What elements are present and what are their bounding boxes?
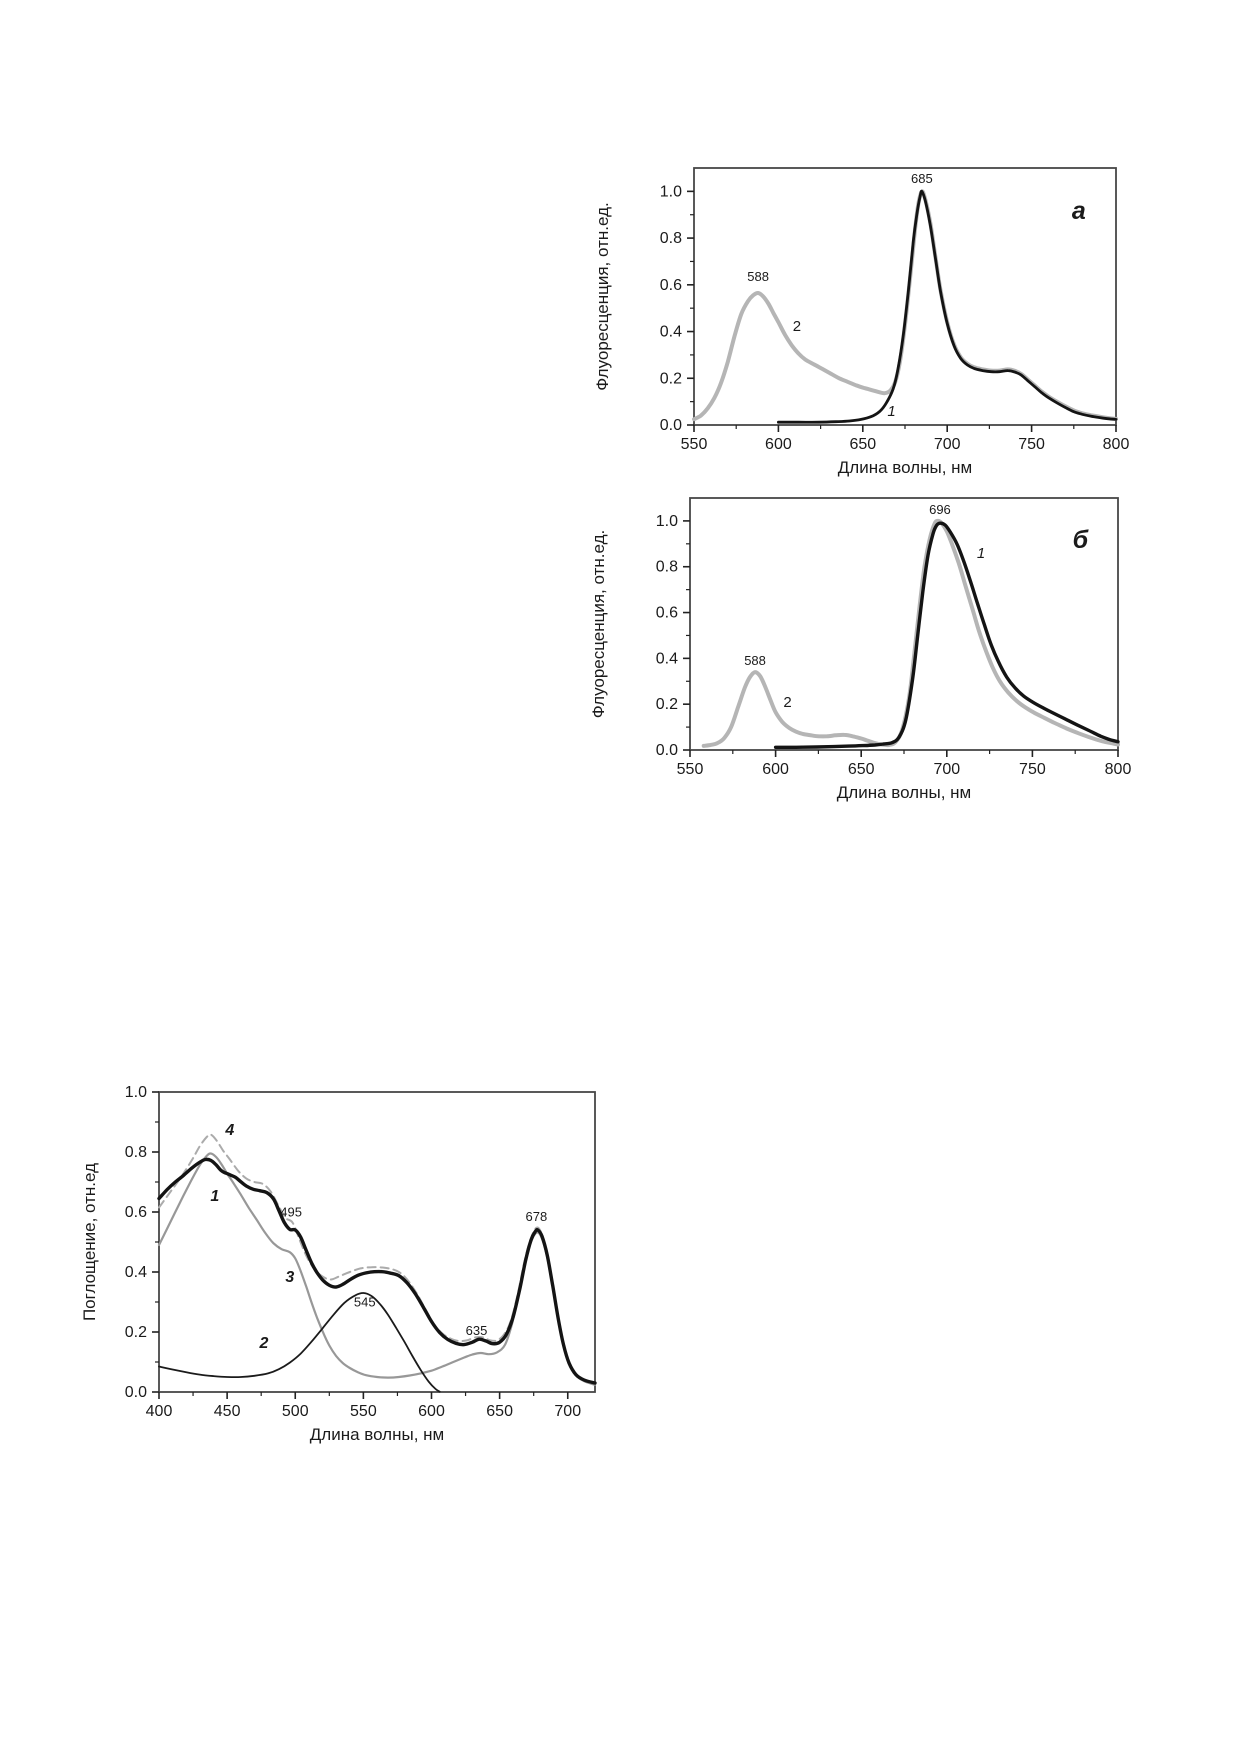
series-curve-1 bbox=[777, 189, 1118, 424]
y-tick-label: 0.4 bbox=[125, 1264, 147, 1281]
y-tick-label: 0.0 bbox=[125, 1384, 147, 1401]
y-tick-label: 0.8 bbox=[125, 1144, 147, 1161]
annotation-2: 2 bbox=[258, 1335, 268, 1352]
absorption-chart: 400 450 500 550 600 650 700 0.0 0.2 0.4 0.6 0.8 1.0 Д… bbox=[65, 1058, 635, 1448]
annotation-2: 2 bbox=[793, 318, 801, 335]
y-tick-label: 0.2 bbox=[125, 1324, 147, 1341]
annotation-2: 2 bbox=[783, 694, 791, 711]
x-tick-label: 400 bbox=[146, 1403, 173, 1420]
y-axis-title: Флуоресценция, отн.ед. bbox=[589, 530, 608, 718]
series-curve-4 bbox=[158, 1133, 596, 1385]
panel-label: а bbox=[1072, 197, 1086, 225]
y-tick-label: 0.4 bbox=[660, 324, 682, 341]
series-curve-1 bbox=[157, 1157, 597, 1385]
annotation-588: 588 bbox=[744, 653, 766, 668]
y-tick-label: 0.0 bbox=[660, 417, 682, 434]
y-tick-label: 0.4 bbox=[656, 650, 678, 667]
x-tick-label: 450 bbox=[214, 1403, 241, 1420]
y-tick-label: 0.8 bbox=[656, 559, 678, 576]
series-curve-2 bbox=[158, 1292, 441, 1393]
series-curve-2 bbox=[692, 189, 1118, 422]
x-tick-label: 650 bbox=[849, 436, 876, 453]
fluorescence-chart-a: 550 600 650 700 750 800 0.0 0.2 0.4 0.6 0.8 1.0 Длин… bbox=[560, 140, 1160, 480]
x-tick-label: 800 bbox=[1103, 436, 1130, 453]
annotation-1: 1 bbox=[977, 545, 985, 562]
y-tick-label: 0.6 bbox=[660, 277, 682, 294]
annotation-685: 685 bbox=[911, 171, 933, 186]
annotation-1: 1 bbox=[887, 403, 895, 420]
annotation-588: 588 bbox=[747, 269, 769, 284]
y-tick-label: 1.0 bbox=[656, 513, 678, 530]
series-curve-3 bbox=[157, 1152, 597, 1386]
x-tick-label: 550 bbox=[681, 436, 708, 453]
x-tick-label: 750 bbox=[1019, 761, 1046, 778]
x-tick-label: 700 bbox=[934, 436, 961, 453]
y-axis-title: Поглощение, отн.ед bbox=[80, 1163, 99, 1321]
x-tick-label: 600 bbox=[418, 1403, 445, 1420]
x-tick-label: 600 bbox=[765, 436, 792, 453]
x-tick-label: 650 bbox=[486, 1403, 513, 1420]
y-tick-label: 1.0 bbox=[125, 1084, 147, 1101]
annotation-4: 4 bbox=[224, 1122, 234, 1139]
annotation-1: 1 bbox=[210, 1188, 219, 1205]
y-tick-label: 0.0 bbox=[656, 742, 678, 759]
x-axis-title: Длина волны, нм bbox=[838, 458, 972, 477]
annotation-696: 696 bbox=[929, 502, 951, 517]
x-tick-label: 700 bbox=[933, 761, 960, 778]
x-tick-label: 650 bbox=[848, 761, 875, 778]
annotation-678: 678 bbox=[526, 1209, 548, 1224]
x-tick-label: 550 bbox=[677, 761, 704, 778]
x-axis-title: Длина волны, нм bbox=[310, 1425, 444, 1444]
y-axis-title: Флуоресценция, отн.ед. bbox=[593, 202, 612, 390]
x-tick-label: 550 bbox=[350, 1403, 377, 1420]
y-tick-label: 0.8 bbox=[660, 230, 682, 247]
panel-label: б bbox=[1073, 526, 1090, 554]
chart-c-svg: 400 450 500 550 600 650 700 0.0 0.2 0.4 0.6 0.8 1.0 Д… bbox=[80, 1084, 597, 1444]
fluorescence-chart-b: 550 600 650 700 750 800 0.0 0.2 0.4 0.6 0.8 1.0 Длин… bbox=[560, 470, 1160, 810]
y-tick-label: 0.2 bbox=[660, 370, 682, 387]
plot-frame bbox=[693, 167, 1117, 426]
y-tick-label: 1.0 bbox=[660, 183, 682, 200]
annotation-3: 3 bbox=[285, 1269, 294, 1286]
x-tick-label: 600 bbox=[762, 761, 789, 778]
chart-a-svg: 550 600 650 700 750 800 0.0 0.2 0.4 0.6 0.8 1.0 Длин… bbox=[593, 167, 1130, 477]
chart-b-svg: 550 600 650 700 750 800 0.0 0.2 0.4 0.6 0.8 1.0 Длин… bbox=[589, 497, 1132, 802]
x-tick-label: 800 bbox=[1105, 761, 1132, 778]
annotation-495: 495 bbox=[280, 1205, 302, 1220]
x-tick-label: 700 bbox=[554, 1403, 581, 1420]
x-tick-label: 750 bbox=[1018, 436, 1045, 453]
x-axis-title: Длина волны, нм bbox=[837, 783, 971, 802]
series-curve-1 bbox=[773, 521, 1120, 749]
x-tick-label: 500 bbox=[282, 1403, 309, 1420]
series-curve-2 bbox=[701, 518, 1120, 748]
y-tick-label: 0.6 bbox=[656, 605, 678, 622]
y-tick-label: 0.6 bbox=[125, 1204, 147, 1221]
annotation-635: 635 bbox=[466, 1323, 488, 1338]
y-tick-label: 0.2 bbox=[656, 696, 678, 713]
annotation-545: 545 bbox=[354, 1295, 376, 1310]
